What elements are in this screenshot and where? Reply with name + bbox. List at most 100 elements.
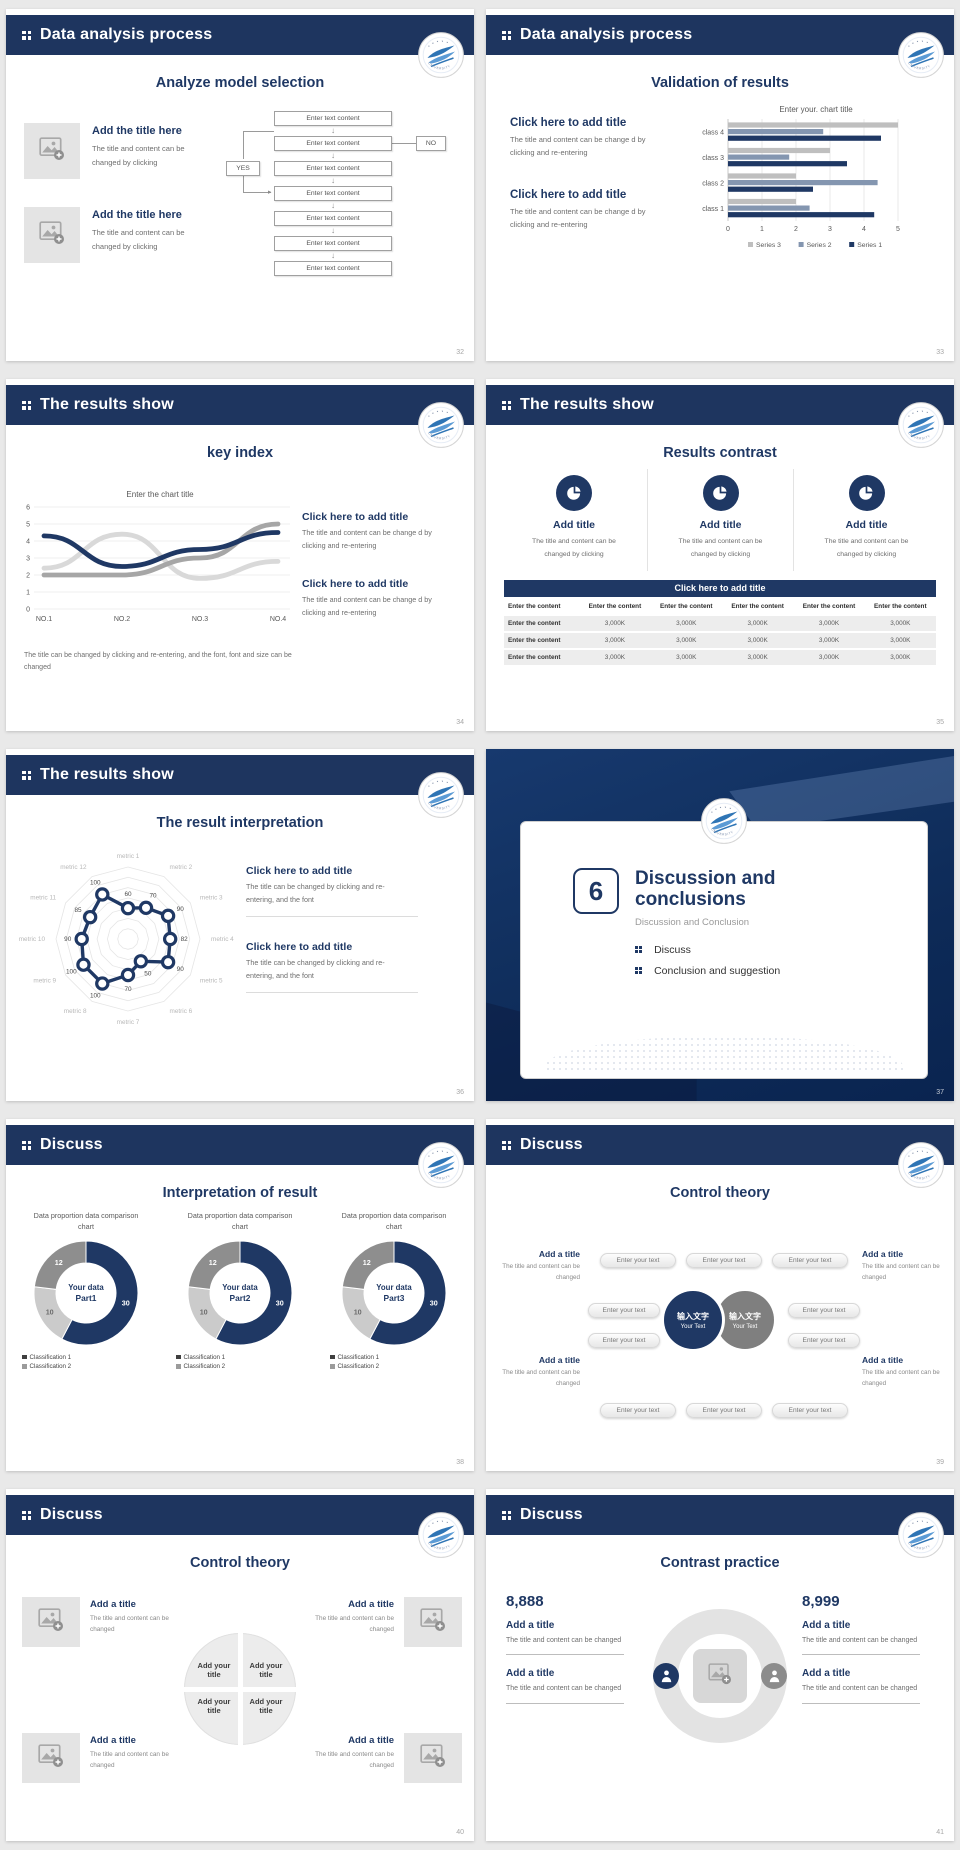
arrow-down-icon: ↓ bbox=[331, 126, 335, 135]
svg-text:30: 30 bbox=[430, 1298, 438, 1307]
university-logo: * * * * * UNIVERSITY bbox=[701, 798, 747, 844]
block-body: The title and content can be changed bbox=[862, 1263, 940, 1281]
text-pill[interactable]: Enter your text bbox=[588, 1303, 660, 1318]
image-placeholder[interactable] bbox=[22, 1733, 80, 1783]
slide-38-interpretation-of-result[interactable]: Discuss * * * * * UNIVERSITY Interpretati… bbox=[6, 1119, 474, 1471]
flow-box[interactable]: Enter text content bbox=[274, 236, 392, 251]
agenda-item[interactable]: Conclusion and suggestion bbox=[635, 965, 927, 977]
table-cell: 3,000K bbox=[864, 616, 936, 632]
header-dots-icon bbox=[502, 1140, 511, 1150]
svg-text:82: 82 bbox=[181, 936, 189, 943]
image-placeholder[interactable] bbox=[22, 1597, 80, 1647]
legend-label: Classification 1 bbox=[337, 1353, 380, 1361]
flow-box[interactable]: Enter text content bbox=[274, 136, 392, 151]
university-logo: * * * * * UNIVERSITY bbox=[898, 32, 944, 78]
quadrant-label: Add your title bbox=[249, 1661, 283, 1679]
svg-text:* * * * *: * * * * * bbox=[908, 1520, 930, 1529]
bar-chart[interactable]: Enter your. chart title 0 1 2 3 4 5 class 4 clas… bbox=[692, 103, 914, 262]
svg-text:Your data: Your data bbox=[222, 1283, 258, 1292]
slide-number: 39 bbox=[936, 1459, 944, 1466]
donut-chart[interactable]: 30 10 12 Your data Part1 bbox=[30, 1237, 142, 1349]
image-placeholder[interactable] bbox=[404, 1733, 462, 1783]
university-logo: * * * * * UNIVERSITY bbox=[898, 1142, 944, 1188]
text-pill[interactable]: Enter your text bbox=[772, 1253, 848, 1268]
text-block: Click here to add title The title and co… bbox=[302, 578, 460, 619]
center-circle-secondary[interactable]: 输入文字 Your Text bbox=[716, 1291, 774, 1349]
legend-entry: Classification 2 bbox=[330, 1362, 379, 1371]
svg-text:* * * * *: * * * * * bbox=[908, 410, 930, 419]
text-pill[interactable]: Enter your text bbox=[588, 1333, 660, 1348]
legend-swatch bbox=[22, 1354, 27, 1360]
svg-text:Enter your. chart title: Enter your. chart title bbox=[779, 105, 853, 114]
svg-text:* * * * *: * * * * * bbox=[428, 40, 450, 49]
chart-legend: Classification 1 Classification 2 bbox=[22, 1353, 71, 1372]
text-pill[interactable]: Enter your text bbox=[600, 1253, 676, 1268]
quadrant-item: Add a title The title and content can be… bbox=[22, 1733, 182, 1783]
svg-text:5: 5 bbox=[26, 522, 30, 529]
svg-text:metric 12: metric 12 bbox=[60, 864, 87, 871]
slide-34-key-index[interactable]: The results show * * * * * UNIVERSITY key… bbox=[6, 379, 474, 731]
slide-40-control-theory-quadrants[interactable]: Discuss * * * * * UNIVERSITY Control theo… bbox=[6, 1489, 474, 1841]
donut-caption: Data proportion data comparison chart bbox=[33, 1211, 139, 1231]
image-placeholder[interactable] bbox=[24, 123, 80, 179]
flow-box[interactable]: Enter text content bbox=[274, 261, 392, 276]
donut-chart[interactable]: 30 10 12 Your data Part3 bbox=[338, 1237, 450, 1349]
flow-no-box[interactable]: NO bbox=[416, 136, 446, 151]
svg-text:12: 12 bbox=[55, 1257, 63, 1266]
text-block: Add a title The title and content can be… bbox=[506, 1620, 624, 1656]
line-chart[interactable]: Enter the chart title 0 1 2 3 4 5 6 NO.1 NO.2 NO.3… bbox=[18, 487, 302, 638]
block-title: Add a title bbox=[348, 1735, 394, 1746]
block-body: The title can be changed by clicking and… bbox=[246, 958, 385, 980]
slide-35-results-contrast[interactable]: The results show * * * * * UNIVERSITY Res… bbox=[486, 379, 954, 731]
svg-text:70: 70 bbox=[124, 986, 132, 993]
control-theory-diagram: Add a title The title and content can be… bbox=[486, 1207, 954, 1447]
flow-box[interactable]: Enter text content bbox=[274, 211, 392, 226]
svg-text:metric 4: metric 4 bbox=[211, 936, 234, 943]
slide-36-result-interpretation[interactable]: The results show * * * * * UNIVERSITY The… bbox=[6, 749, 474, 1101]
table-row[interactable]: Enter the content 3,000K 3,000K 3,000K 3,000… bbox=[504, 616, 936, 632]
svg-text:metric 3: metric 3 bbox=[200, 895, 223, 902]
slide-32-analyze-model-selection[interactable]: Data analysis process * * * * * UNIVERSIT… bbox=[6, 9, 474, 361]
donut-chart[interactable]: 30 10 12 Your data Part2 bbox=[184, 1237, 296, 1349]
svg-text:4: 4 bbox=[26, 539, 30, 546]
bullet-dots-icon bbox=[635, 945, 643, 954]
image-placeholder[interactable] bbox=[693, 1649, 747, 1703]
svg-text:Your data: Your data bbox=[376, 1283, 412, 1292]
flow-box[interactable]: Enter text content bbox=[274, 186, 392, 201]
table-row[interactable]: Enter the content 3,000K 3,000K 3,000K 3,000… bbox=[504, 650, 936, 666]
image-placeholder[interactable] bbox=[24, 207, 80, 263]
block-title: Click here to add title bbox=[510, 117, 627, 129]
center-circle-primary[interactable]: 输入文字 Your Text bbox=[664, 1291, 722, 1349]
flow-yes-box[interactable]: YES bbox=[226, 161, 260, 176]
slide-37-discussion-and-conclusions[interactable]: * * * * * UNIVERSITY 6 Discussion and con… bbox=[486, 749, 954, 1101]
flow-box[interactable]: Enter text content bbox=[274, 161, 392, 176]
header-dots-icon bbox=[502, 400, 511, 410]
university-logo: * * * * * UNIVERSITY bbox=[418, 1512, 464, 1558]
radar-chart[interactable]: metric 1 metric 2 metric 3 metric 4 metric 5… bbox=[10, 839, 246, 1050]
svg-text:3: 3 bbox=[26, 556, 30, 563]
flow-box[interactable]: Enter text content bbox=[274, 111, 392, 126]
flow-connector bbox=[243, 131, 274, 159]
header-dots-icon bbox=[502, 30, 511, 40]
quadrant-label: Add your title bbox=[249, 1697, 283, 1715]
table-header-cell: Enter the content bbox=[802, 603, 856, 611]
slide-41-contrast-practice[interactable]: Discuss * * * * * UNIVERSITY Contrast pra… bbox=[486, 1489, 954, 1841]
image-placeholder[interactable] bbox=[404, 1597, 462, 1647]
table-row[interactable]: Enter the content 3,000K 3,000K 3,000K 3,000… bbox=[504, 633, 936, 649]
svg-text:10: 10 bbox=[200, 1307, 208, 1316]
agenda-item[interactable]: Discuss bbox=[635, 944, 927, 956]
svg-text:NO.2: NO.2 bbox=[114, 616, 130, 623]
slide-number: 37 bbox=[936, 1089, 944, 1096]
text-pill[interactable]: Enter your text bbox=[686, 1403, 762, 1418]
slide-39-control-theory-diagram[interactable]: Discuss * * * * * UNIVERSITY Control theo… bbox=[486, 1119, 954, 1471]
arrow-right-icon: ▸ bbox=[268, 189, 272, 196]
text-pill[interactable]: Enter your text bbox=[772, 1403, 848, 1418]
text-pill[interactable]: Enter your text bbox=[686, 1253, 762, 1268]
text-pill[interactable]: Enter your text bbox=[788, 1303, 860, 1318]
text-pill[interactable]: Enter your text bbox=[600, 1403, 676, 1418]
block-body: The title and content can be change d by… bbox=[302, 528, 432, 550]
svg-text:60: 60 bbox=[124, 891, 132, 898]
text-pill[interactable]: Enter your text bbox=[788, 1333, 860, 1348]
svg-text:90: 90 bbox=[177, 966, 185, 973]
slide-33-validation-of-results[interactable]: Data analysis process * * * * * UNIVERSIT… bbox=[486, 9, 954, 361]
